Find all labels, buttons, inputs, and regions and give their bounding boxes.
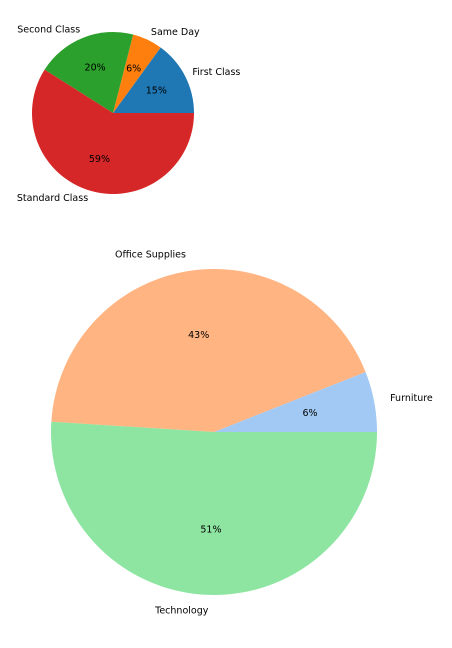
pie-percent-technology: 51% xyxy=(200,524,221,535)
category-pie-chart: Furniture 6% Office Supplies 43% Technology 5… xyxy=(50,249,433,617)
pie-label-standard-class: Standard Class xyxy=(17,193,88,204)
pie-slice-first-class xyxy=(113,47,194,114)
pie-slice-office-supplies xyxy=(51,269,366,432)
pie-slice-second-class xyxy=(44,32,134,113)
pie-percent-second-class: 20% xyxy=(85,62,106,73)
pie-label-technology: Technology xyxy=(154,606,209,617)
pie-label-office-supplies: Office Supplies xyxy=(115,249,186,260)
pie-percent-same-day: 6% xyxy=(126,64,141,75)
ship-mode-pie-chart: First Class 15% Same Day 6% Second Class 20% S… xyxy=(17,25,241,204)
pie-percent-first-class: 15% xyxy=(146,85,167,96)
pie-percent-furniture: 6% xyxy=(303,408,318,419)
pie-slice-standard-class xyxy=(31,69,195,195)
pie-percent-standard-class: 59% xyxy=(89,154,110,165)
pie-label-same-day: Same Day xyxy=(151,27,200,38)
pie-percent-office-supplies: 43% xyxy=(188,330,209,341)
pie-slice-technology xyxy=(50,421,378,596)
pie-slice-furniture xyxy=(214,371,377,432)
pie-label-first-class: First Class xyxy=(192,67,240,78)
pie-label-furniture: Furniture xyxy=(390,393,433,404)
pie-slice-same-day xyxy=(113,34,161,113)
pie-label-second-class: Second Class xyxy=(17,25,80,36)
